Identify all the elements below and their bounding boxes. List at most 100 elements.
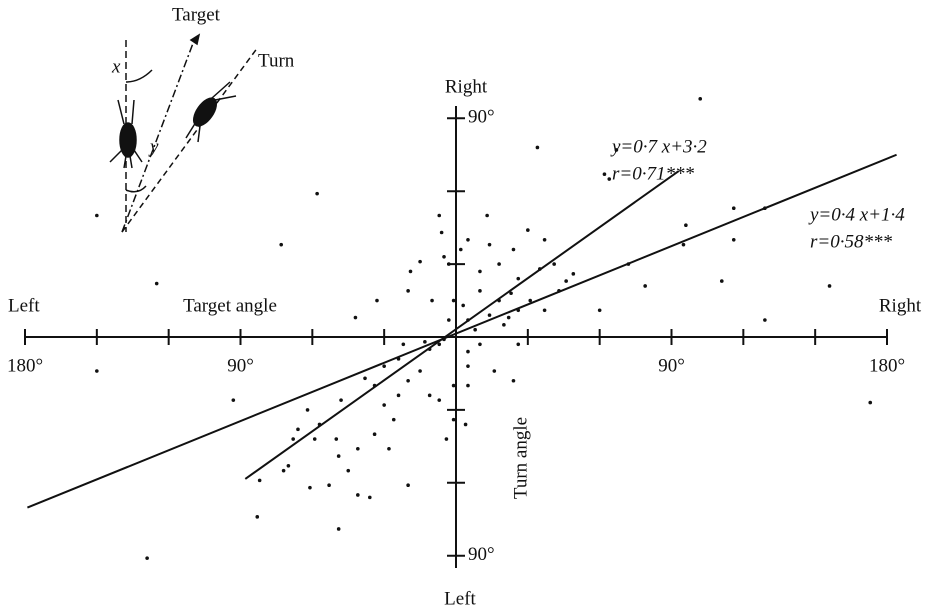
inset-target-marker <box>191 35 199 44</box>
regression-line <box>245 171 678 479</box>
point <box>375 299 379 303</box>
point <box>466 318 470 322</box>
point <box>488 313 492 317</box>
point <box>306 408 310 412</box>
inset-cricket <box>120 123 136 157</box>
point <box>598 308 602 312</box>
point <box>337 527 341 531</box>
point <box>437 214 441 218</box>
point <box>447 318 451 322</box>
inset-label: Target <box>172 4 221 25</box>
point <box>516 277 520 281</box>
point <box>552 262 556 266</box>
inset-diagram <box>110 35 258 232</box>
point <box>497 262 501 266</box>
point <box>409 270 413 274</box>
point <box>627 262 631 266</box>
point <box>473 328 477 332</box>
point <box>466 238 470 242</box>
point <box>258 479 262 483</box>
point <box>538 267 542 271</box>
point <box>406 379 410 383</box>
fit-correlation: r=0·58*** <box>810 231 892 252</box>
point <box>442 255 446 259</box>
chart: Target Turn x y Left Target angle Right … <box>0 0 947 611</box>
point <box>497 299 501 303</box>
point <box>488 243 492 247</box>
inset-angle-x <box>126 70 152 82</box>
inset-angle-y <box>126 186 146 192</box>
x-tick-label: 180° <box>869 355 905 376</box>
point <box>406 483 410 487</box>
point <box>315 192 319 196</box>
point <box>732 238 736 242</box>
inset-turn-line <box>122 47 258 232</box>
point <box>373 432 377 436</box>
point <box>95 214 99 218</box>
point <box>406 289 410 293</box>
point <box>720 279 724 283</box>
point <box>382 364 386 368</box>
point <box>354 316 358 320</box>
x-tick-label: 90° <box>658 355 685 376</box>
point <box>313 437 317 441</box>
y-bottom-label: Left <box>444 588 476 609</box>
point <box>516 342 520 346</box>
point <box>572 272 576 276</box>
point <box>607 177 611 181</box>
point <box>502 323 506 327</box>
point <box>763 206 767 210</box>
point <box>356 447 360 451</box>
point <box>509 291 513 295</box>
point <box>397 394 401 398</box>
point <box>418 369 422 373</box>
point <box>318 423 322 427</box>
point <box>603 172 607 176</box>
point <box>485 214 489 218</box>
point <box>682 243 686 247</box>
point <box>526 228 530 232</box>
point <box>339 398 343 402</box>
point <box>828 284 832 288</box>
point <box>516 308 520 312</box>
point <box>615 148 619 152</box>
point <box>461 304 465 308</box>
point <box>428 347 432 351</box>
point <box>95 369 99 373</box>
point <box>452 418 456 422</box>
inset-label: Turn <box>258 50 295 71</box>
point <box>287 464 291 468</box>
point <box>512 248 516 252</box>
point <box>232 398 236 402</box>
point <box>387 447 391 451</box>
point <box>643 284 647 288</box>
x-axis-label: Target angle <box>183 295 277 316</box>
fit-equation: y=0·4 x+1·4 <box>808 204 905 225</box>
point <box>356 493 360 497</box>
point <box>732 206 736 210</box>
point <box>368 496 372 500</box>
point <box>459 248 463 252</box>
point <box>478 289 482 293</box>
fit-equation: y=0·7 x+3·2 <box>610 136 707 157</box>
point <box>478 342 482 346</box>
x-tick-label: 90° <box>227 355 254 376</box>
y-top-label: Right <box>445 76 488 97</box>
point <box>308 486 312 490</box>
point <box>155 282 159 286</box>
point <box>536 146 540 150</box>
y-axis-label: Turn angle <box>510 417 531 499</box>
point <box>464 423 468 427</box>
point <box>418 260 422 264</box>
point <box>564 279 568 283</box>
point <box>282 469 286 473</box>
point <box>437 342 441 346</box>
point <box>684 223 688 227</box>
point <box>145 556 149 560</box>
point <box>543 308 547 312</box>
point <box>279 243 283 247</box>
y-tick-label: 90° <box>468 544 495 565</box>
point <box>447 262 451 266</box>
point <box>763 318 767 322</box>
point <box>291 437 295 441</box>
